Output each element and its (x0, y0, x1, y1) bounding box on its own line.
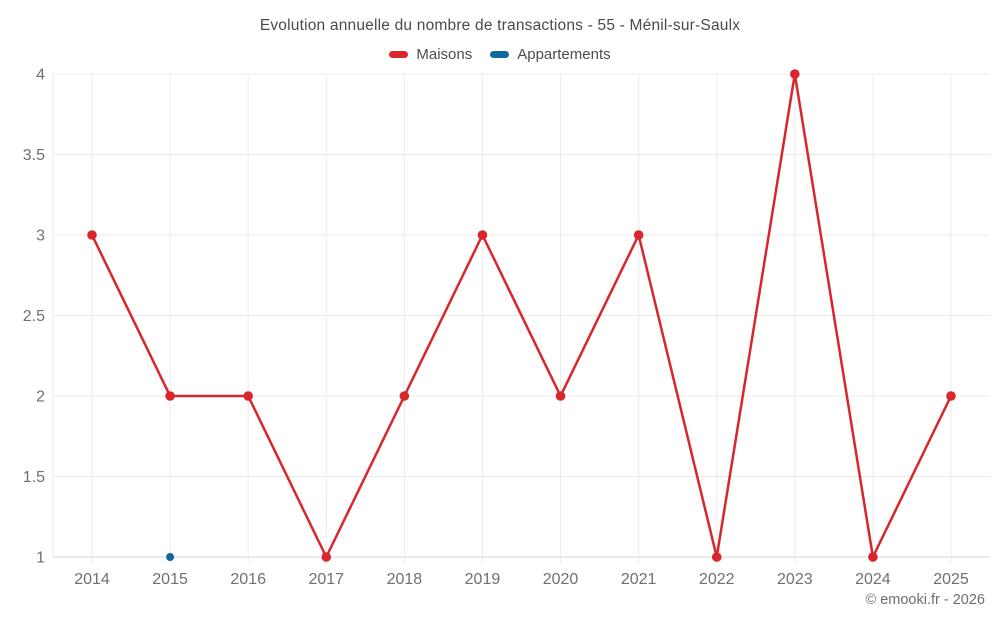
svg-text:2014: 2014 (74, 571, 110, 588)
svg-text:2: 2 (36, 389, 45, 406)
svg-text:3: 3 (36, 228, 45, 245)
legend-label-appartements: Appartements (517, 46, 611, 63)
legend-item-appartements[interactable]: Appartements (490, 46, 611, 63)
maisons-series-swatch-icon (389, 51, 409, 58)
svg-text:2023: 2023 (777, 571, 813, 588)
legend-item-maisons[interactable]: Maisons (389, 46, 472, 63)
svg-text:2025: 2025 (933, 571, 969, 588)
appartements-series-swatch-icon (490, 51, 510, 58)
legend-label-maisons: Maisons (416, 46, 473, 63)
svg-text:2024: 2024 (855, 571, 891, 588)
svg-text:1: 1 (36, 550, 45, 567)
chart-title: Evolution annuelle du nombre de transact… (259, 17, 741, 34)
svg-text:2017: 2017 (308, 571, 344, 588)
svg-text:2019: 2019 (465, 571, 501, 588)
svg-text:2022: 2022 (699, 571, 735, 588)
svg-text:4: 4 (36, 67, 45, 84)
svg-text:2016: 2016 (230, 571, 266, 588)
svg-text:2015: 2015 (152, 571, 188, 588)
watermark-credit: © emooki.fr - 2026 (865, 592, 985, 608)
chart-legend: Maisons Appartements (0, 46, 1000, 63)
svg-text:2.5: 2.5 (23, 308, 45, 325)
svg-text:1.5: 1.5 (23, 469, 45, 486)
svg-text:3.5: 3.5 (23, 147, 45, 164)
svg-text:2018: 2018 (387, 571, 423, 588)
svg-text:2021: 2021 (621, 571, 657, 588)
svg-text:2020: 2020 (543, 571, 579, 588)
